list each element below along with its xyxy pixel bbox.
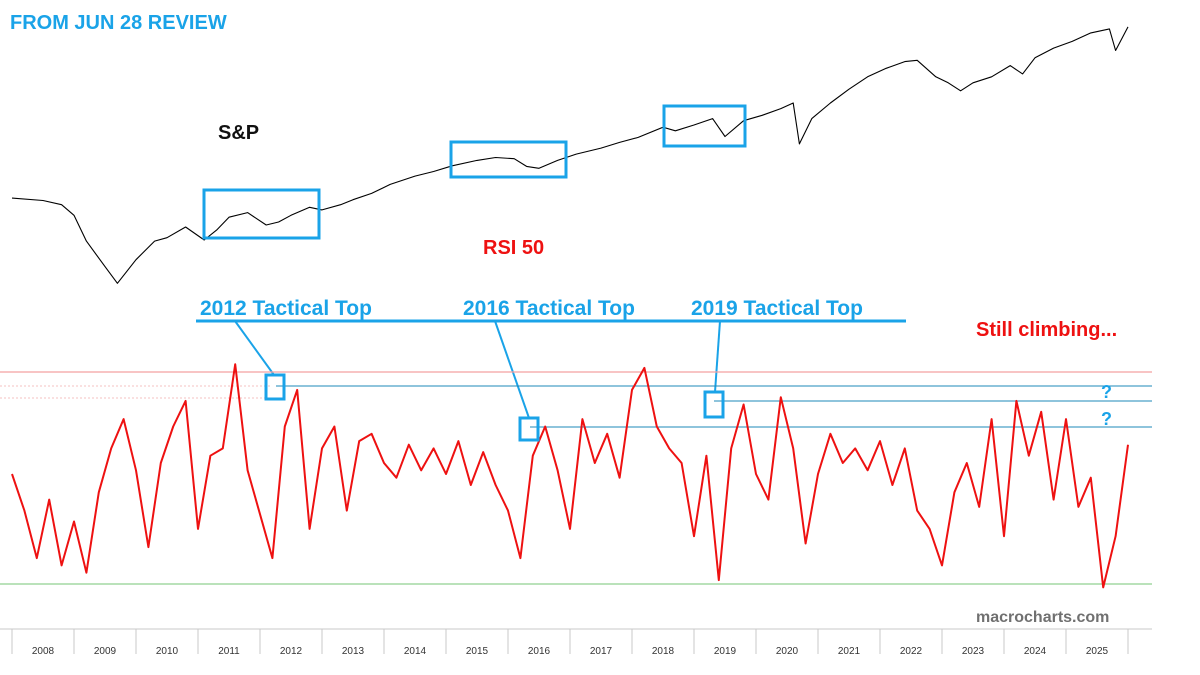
question-mark-upper: ? (1101, 382, 1112, 402)
tactical-top-label-2016: 2016 Tactical Top (463, 297, 635, 320)
watermark: macrocharts.com (976, 609, 1109, 626)
x-tick-label-2022: 2022 (900, 646, 923, 657)
sp-price-line (11, 26, 1129, 284)
x-tick-label-2018: 2018 (652, 646, 675, 657)
sp-price-panel (11, 26, 1129, 284)
rsi-box-2012 (264, 373, 286, 401)
x-tick-label-2013: 2013 (342, 646, 365, 657)
pointer-2019 (714, 320, 721, 393)
still-climbing-label: Still climbing... (976, 319, 1117, 341)
rsi-line (11, 363, 1129, 589)
rsi-50-label: RSI 50 (483, 237, 544, 259)
rsi-box-2016 (518, 416, 540, 442)
pointer-2016 (494, 320, 530, 419)
x-tick-label-2014: 2014 (404, 646, 427, 657)
x-tick-label-2009: 2009 (94, 646, 117, 657)
x-tick-label-2011: 2011 (218, 646, 240, 657)
x-tick-label-2017: 2017 (590, 646, 613, 657)
price-box-2012 (202, 188, 321, 240)
x-tick-label-2012: 2012 (280, 646, 303, 657)
price-box-2016 (449, 140, 568, 179)
x-tick-label-2019: 2019 (714, 646, 737, 657)
x-tick-label-2024: 2024 (1024, 646, 1047, 657)
price-box-2019 (662, 104, 747, 148)
tactical-top-label-2019: 2019 Tactical Top (691, 297, 863, 320)
x-tick-label-2008: 2008 (32, 646, 55, 657)
question-mark-lower: ? (1101, 409, 1112, 429)
header-title: FROM JUN 28 REVIEW (10, 12, 227, 34)
x-tick-label-2016: 2016 (528, 646, 551, 657)
tactical-top-label-2012: 2012 Tactical Top (200, 297, 372, 320)
x-tick-label-2010: 2010 (156, 646, 179, 657)
x-tick-label-2021: 2021 (838, 646, 861, 657)
pointer-2012 (234, 320, 275, 376)
x-tick-label-2023: 2023 (962, 646, 985, 657)
sp-label: S&P (218, 122, 259, 144)
x-tick-label-2025: 2025 (1086, 646, 1109, 657)
x-tick-label-2015: 2015 (466, 646, 489, 657)
x-axis: 2008 2009 2010 2011 2012 2013 2014 2015 2016 2017… (0, 628, 1152, 657)
rsi-box-2019 (703, 390, 725, 419)
x-tick-label-2020: 2020 (776, 646, 799, 657)
